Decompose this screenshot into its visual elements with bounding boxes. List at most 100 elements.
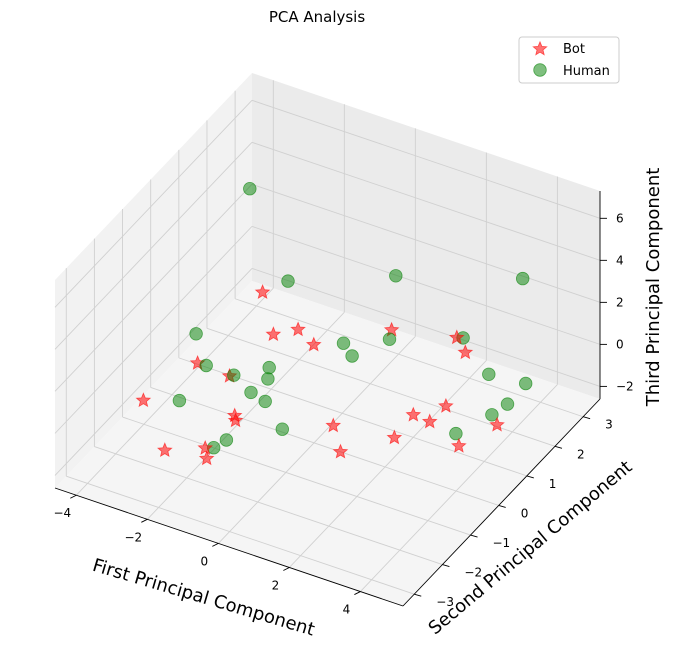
human-point bbox=[244, 385, 258, 400]
bot-point bbox=[386, 429, 403, 445]
y-axis-line bbox=[402, 398, 601, 607]
bot-point bbox=[197, 439, 214, 455]
x-tick-label: −2 bbox=[124, 530, 142, 544]
left-pane bbox=[55, 73, 252, 488]
z-tick-label: 6 bbox=[616, 211, 624, 225]
bot-point bbox=[325, 417, 342, 433]
x-tick bbox=[283, 567, 290, 571]
y-grid-floor bbox=[150, 387, 499, 506]
x-tick bbox=[212, 542, 219, 547]
x-grid-floor bbox=[360, 384, 558, 592]
y-tick-label: −3 bbox=[436, 595, 454, 609]
human-point bbox=[258, 394, 272, 409]
z-tick-label: 2 bbox=[616, 295, 624, 309]
legend-label-bot: Bot bbox=[563, 42, 585, 57]
back-pane bbox=[252, 73, 600, 399]
human-point bbox=[482, 367, 496, 382]
bot-point bbox=[437, 397, 454, 413]
x-tick bbox=[141, 518, 148, 523]
y-tick-label: −1 bbox=[493, 536, 511, 550]
x-tick-label: −4 bbox=[53, 506, 71, 520]
z-grid-left bbox=[54, 142, 253, 350]
z-tick-label: 4 bbox=[616, 253, 624, 267]
y-tick-label: 3 bbox=[605, 418, 613, 432]
z-tick-label: −2 bbox=[616, 379, 634, 393]
z-grid-back bbox=[251, 141, 601, 261]
x-grid-floor bbox=[75, 287, 274, 496]
human-point bbox=[189, 327, 203, 341]
y-grid-floor bbox=[122, 416, 471, 536]
z-grid-back bbox=[251, 225, 601, 345]
x-grid-floor bbox=[218, 336, 416, 544]
x-tick bbox=[70, 494, 77, 499]
human-point bbox=[336, 336, 351, 350]
y-tick bbox=[526, 475, 534, 479]
z-grid-left bbox=[54, 184, 253, 392]
human-point bbox=[261, 372, 275, 386]
human-point bbox=[262, 360, 276, 375]
human-point bbox=[219, 433, 234, 447]
tick-marks: −4 −2 0 2 4 −3 −2 −1 0 1 2 3 −2 0 2 4 6 bbox=[53, 211, 633, 616]
human-point bbox=[227, 368, 241, 382]
y-tick bbox=[442, 564, 450, 568]
x-tick-label: 4 bbox=[343, 603, 351, 617]
y-tick bbox=[470, 534, 478, 538]
scatter-points bbox=[135, 181, 533, 466]
x-tick-label: 2 bbox=[272, 579, 280, 593]
legend: Bot Human bbox=[518, 36, 620, 84]
bot-point bbox=[265, 326, 282, 342]
human-point bbox=[449, 426, 463, 441]
human-point bbox=[281, 274, 295, 288]
y-tick bbox=[554, 445, 563, 449]
y-tick-label: 0 bbox=[521, 507, 529, 521]
legend-marker-bot bbox=[532, 40, 548, 56]
bot-point bbox=[305, 336, 322, 352]
bot-point bbox=[450, 437, 467, 453]
z-axis-label: Third Principal Component bbox=[643, 168, 664, 408]
z-grid-left bbox=[54, 226, 253, 434]
z-grid-back bbox=[251, 99, 601, 219]
human-point bbox=[243, 181, 257, 196]
human-point bbox=[519, 376, 533, 391]
bot-point bbox=[156, 442, 173, 458]
z-grid-left bbox=[54, 268, 253, 476]
bot-point bbox=[254, 284, 271, 299]
y-tick-label: −2 bbox=[464, 566, 482, 580]
legend-label-human: Human bbox=[563, 64, 610, 79]
z-grid-left bbox=[54, 100, 253, 308]
bot-point bbox=[332, 443, 349, 459]
bot-point bbox=[448, 329, 465, 345]
z-tick-label: 0 bbox=[616, 337, 624, 351]
bot-point bbox=[489, 416, 505, 432]
legend-marker-human bbox=[533, 63, 547, 77]
x-tick-label: 0 bbox=[200, 554, 208, 568]
bot-point bbox=[290, 321, 306, 337]
human-point bbox=[172, 393, 187, 408]
y-tick bbox=[498, 505, 506, 508]
human-point bbox=[345, 349, 359, 363]
bot-point bbox=[227, 412, 244, 428]
bot-point bbox=[421, 413, 438, 429]
human-point bbox=[500, 397, 515, 411]
z-grid-back bbox=[251, 267, 601, 387]
bot-point bbox=[198, 450, 215, 466]
bot-point bbox=[135, 392, 152, 408]
human-point bbox=[382, 332, 397, 346]
y-tick-label: 2 bbox=[577, 447, 585, 461]
x-tick bbox=[354, 591, 361, 595]
human-point bbox=[275, 422, 290, 436]
y-grid-floor bbox=[234, 298, 584, 418]
y-grid-floor bbox=[66, 475, 415, 595]
y-tick-label: 1 bbox=[549, 477, 557, 491]
human-point bbox=[485, 408, 499, 422]
bot-point bbox=[457, 344, 474, 360]
human-point bbox=[389, 269, 403, 283]
human-point bbox=[516, 271, 530, 286]
human-point bbox=[199, 358, 213, 373]
axis-lines bbox=[54, 191, 601, 607]
y-grid-floor bbox=[94, 446, 443, 566]
x-grid-floor bbox=[289, 360, 487, 568]
y-tick bbox=[582, 416, 591, 420]
bot-point bbox=[405, 406, 422, 422]
